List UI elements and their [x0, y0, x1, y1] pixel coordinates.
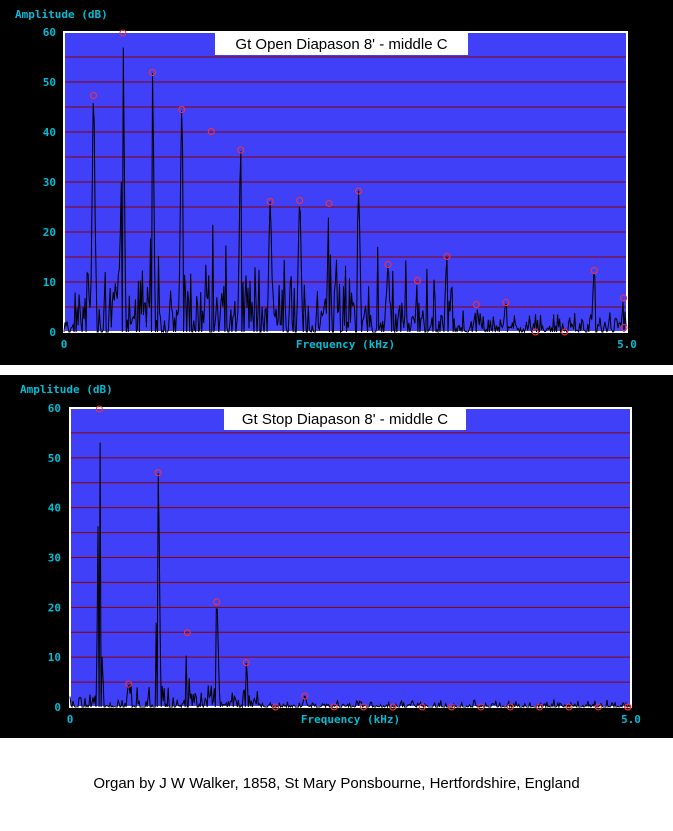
peak-marker: [565, 703, 573, 711]
peak-marker: [360, 703, 368, 711]
peak-marker: [448, 703, 456, 711]
peak-marker: [355, 187, 363, 195]
peak-marker: [389, 703, 397, 711]
figure-caption: Organ by J W Walker, 1858, St Mary Ponsb…: [93, 775, 580, 792]
peak-marker: [413, 277, 421, 284]
chart-title-box: [215, 33, 468, 55]
peak-marker: [561, 328, 569, 336]
y-tick-label: 0: [54, 701, 61, 714]
x-axis-label: Frequency (kHz): [296, 338, 395, 351]
peak-marker: [418, 703, 426, 711]
peak-marker: [506, 703, 514, 711]
peak-marker: [502, 299, 510, 306]
y-tick-label: 50: [43, 76, 56, 89]
y-tick-label: 30: [48, 552, 61, 565]
chart-title: Gt Stop Diapason 8' - middle C: [242, 411, 448, 428]
y-tick-label: 20: [48, 601, 61, 614]
peak-marker: [624, 703, 632, 711]
peak-marker: [237, 146, 245, 154]
peak-marker: [590, 267, 598, 274]
peak-marker: [183, 629, 191, 637]
peak-marker: [472, 301, 480, 308]
peak-marker: [536, 703, 544, 711]
y-tick-label: 60: [48, 402, 61, 415]
peak-marker: [620, 324, 628, 331]
peak-marker: [620, 294, 628, 302]
peak-marker: [384, 261, 392, 268]
y-tick-label: 20: [43, 226, 56, 239]
peak-marker: [90, 92, 98, 99]
chart-title: Gt Open Diapason 8' - middle C: [235, 36, 447, 53]
peak-marker: [125, 680, 133, 688]
chart-open-diapason: Gt Open Diapason 8' - middle C Amplitude …: [15, 8, 637, 351]
peak-markers: [95, 405, 632, 711]
y-axis-label: Amplitude (dB): [15, 8, 108, 21]
y-tick-label: 30: [43, 176, 56, 189]
y-tick-label: 10: [43, 276, 56, 289]
y-tick-label: 40: [43, 126, 56, 139]
peak-marker: [242, 659, 250, 667]
x-tick-label: 5.0: [621, 713, 641, 726]
peak-marker: [301, 692, 309, 700]
x-tick-label: 0: [67, 713, 74, 726]
peak-marker: [330, 703, 338, 711]
y-axis-label: Amplitude (dB): [20, 383, 113, 396]
gridlines: [71, 432, 630, 683]
peak-marker: [178, 106, 186, 113]
peak-marker: [531, 328, 539, 336]
y-tick-label: 0: [49, 326, 56, 339]
peak-marker: [594, 703, 602, 711]
peak-marker: [271, 703, 279, 711]
peak-marker: [148, 69, 156, 76]
peak-marker: [213, 598, 221, 606]
peak-marker: [207, 128, 215, 135]
peak-marker: [477, 703, 485, 711]
chart-panel-top: Gt Open Diapason 8' - middle C Amplitude …: [0, 0, 673, 365]
x-axis-label: Frequency (kHz): [301, 713, 400, 726]
peak-marker: [154, 469, 162, 477]
peak-marker: [266, 198, 274, 205]
chart-panel-bottom: Gt Stop Diapason 8' - middle C Amplitude …: [0, 375, 673, 738]
chart-stop-diapason: Gt Stop Diapason 8' - middle C Amplitude …: [20, 383, 641, 726]
y-tick-label: 40: [48, 502, 61, 515]
peak-markers: [90, 29, 628, 336]
peak-marker: [325, 200, 333, 207]
peak-marker: [443, 253, 451, 260]
spectrum-trace: [63, 47, 628, 334]
y-tick-label: 60: [43, 26, 56, 39]
y-tick-label: 10: [48, 651, 61, 664]
x-tick-label: 0: [61, 338, 68, 351]
peak-marker: [296, 197, 304, 204]
x-tick-label: 5.0: [617, 338, 637, 351]
chart-title-box: [224, 408, 466, 430]
peak-marker: [95, 405, 103, 413]
peak-marker: [119, 29, 127, 37]
y-tick-label: 50: [48, 452, 61, 465]
